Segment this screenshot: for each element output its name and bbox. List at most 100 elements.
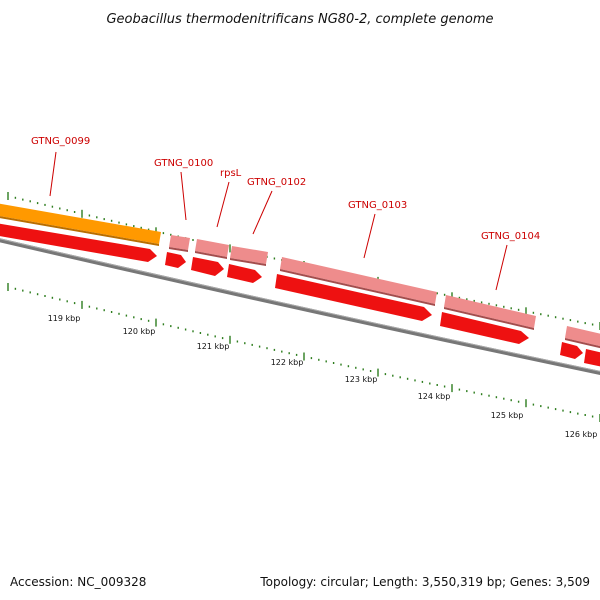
minor-tick [355,366,357,369]
map-title: Geobacillus thermodenitrificans NG80-2, … [106,12,493,27]
minor-tick [392,374,394,377]
minor-tick [340,363,342,366]
minor-tick [110,219,113,222]
minor-tick [66,209,68,212]
minor-tick [540,313,542,316]
minor-tick [517,308,520,311]
minor-tick [517,400,520,403]
feature-gtng-0104-cds[interactable] [440,312,529,344]
minor-tick [473,391,475,394]
major-tick [525,399,527,408]
minor-tick [36,293,39,296]
minor-tick [51,296,54,299]
minor-tick [103,218,105,221]
kbp-tick-label: 124 kbp [418,392,451,401]
minor-tick [170,233,172,236]
gene-label-gtng-0099[interactable]: GTNG_0099 [31,136,90,147]
minor-tick [443,293,446,296]
feature-gtng-0102-cds[interactable] [227,264,262,283]
label-leaders [49,151,508,291]
minor-tick [59,207,61,210]
minor-tick [510,307,512,310]
minor-tick [73,211,76,213]
minor-tick [288,352,290,355]
minor-tick [562,409,564,412]
minor-tick [362,368,364,371]
gene-label-gtng-0100[interactable]: GTNG_0100 [154,158,213,169]
minor-tick [103,309,105,312]
minor-tick [36,202,39,205]
minor-tick [140,318,142,321]
minor-tick [258,345,261,348]
minor-tick [125,314,128,317]
minor-tick [118,221,120,224]
feature-gtng-0102-gene[interactable] [230,246,268,266]
minor-tick [44,295,46,297]
minor-tick [421,380,424,383]
minor-tick [244,342,246,345]
minor-tick [295,353,298,356]
minor-tick [236,340,239,343]
feature-gtng-0103-cds[interactable] [275,274,432,321]
minor-tick [569,319,572,322]
major-tick [525,307,527,316]
topology-text: Topology: circular; Length: 3,550,319 bp… [260,575,590,589]
minor-tick [584,322,586,325]
minor-tick [207,333,209,336]
kbp-tick-label: 122 kbp [271,358,304,367]
minor-tick [369,370,372,372]
minor-tick [443,385,446,388]
feature-gtng-0100-cds[interactable] [165,252,186,268]
minor-tick [273,348,276,351]
minor-tick [510,399,512,402]
minor-tick [540,405,542,408]
accession-text: Accession: NC_009328 [10,575,147,589]
minor-tick [214,335,216,338]
minor-tick [192,330,194,333]
minor-tick [532,403,535,406]
minor-tick [29,200,31,203]
gene-label-gtng-0104[interactable]: GTNG_0104 [481,231,540,242]
minor-tick [133,225,135,228]
minor-tick [429,382,431,385]
gene-label-gtng-0102[interactable]: GTNG_0102 [247,177,306,188]
genome-backbone [0,238,600,375]
minor-tick [310,357,313,360]
minor-tick [125,223,128,226]
minor-tick [503,305,505,308]
kbp-tick-label: 121 kbp [197,342,230,351]
minor-tick [140,226,142,229]
feature-gtng-0099-highlight[interactable] [0,202,161,246]
minor-tick [554,316,557,319]
feature-next-cds[interactable] [560,342,600,369]
minor-tick [281,350,283,353]
gene-label-gtng-0103[interactable]: GTNG_0103 [348,200,407,211]
minor-tick [162,232,165,235]
gene-label-rpsl[interactable]: rpsL [220,168,242,179]
feature-next-gene[interactable] [565,326,600,350]
feature-rpsl-gene[interactable] [195,239,229,259]
major-tick [7,192,9,200]
minor-tick [14,287,17,290]
major-tick [451,384,453,393]
minor-tick [532,311,535,314]
minor-tick [488,394,490,397]
feature-gtng-0103-gene[interactable] [280,257,437,306]
minor-tick [22,289,24,292]
minor-tick [88,214,91,217]
major-tick [377,368,379,377]
minor-tick [273,257,276,260]
minor-tick [480,393,483,396]
feature-rpsl-cds[interactable] [191,257,224,276]
minor-tick [414,379,416,382]
minor-tick [458,388,461,391]
feature-gtng-0099-cds[interactable] [0,222,157,262]
feature-gtng-0104-gene[interactable] [444,295,536,330]
kbp-tick-label: 126 kbp [565,430,598,439]
feature-gtng-0100-gene[interactable] [169,235,190,252]
minor-tick [384,373,387,376]
minor-tick [480,301,483,304]
minor-tick [66,300,68,303]
minor-tick [22,198,24,201]
